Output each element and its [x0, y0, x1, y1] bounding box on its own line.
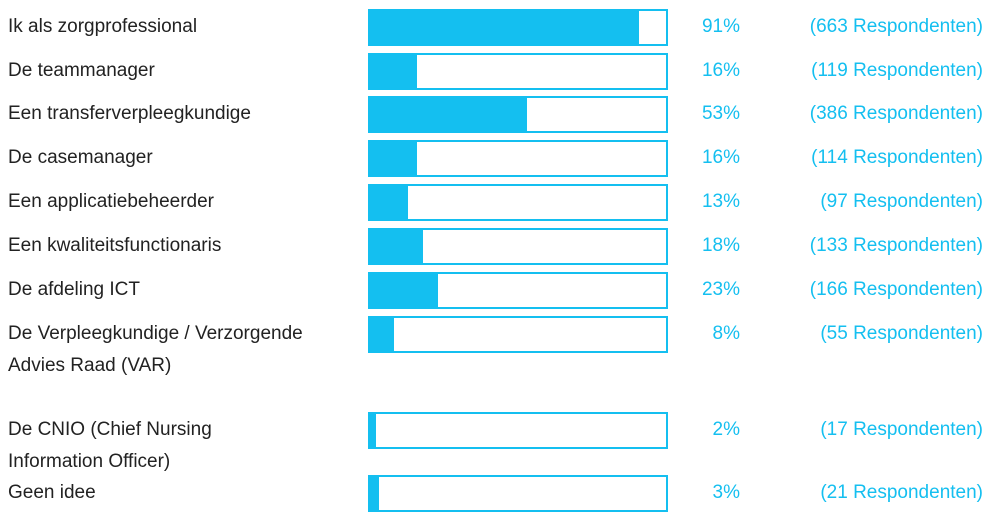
value-label: 23% — [701, 279, 740, 300]
bar-track — [368, 96, 668, 133]
bar — [370, 11, 640, 44]
value-label: 16% — [701, 60, 740, 81]
category-label: De CNIO (Chief Nursing Information Offic… — [8, 419, 212, 472]
value-label: 8% — [712, 323, 740, 344]
bar-track — [368, 140, 668, 177]
category-label: Ik als zorgprofessional — [8, 16, 198, 37]
respondent-count: (166 Respondenten) — [809, 279, 983, 300]
respondent-count: (17 Respondenten) — [820, 419, 983, 440]
respondent-count: (133 Respondenten) — [809, 235, 983, 256]
bar-track — [368, 9, 668, 46]
bar — [370, 230, 424, 263]
category-label: De afdeling ICT — [8, 279, 141, 300]
bar-track — [368, 228, 668, 265]
respondent-count: (21 Respondenten) — [820, 482, 983, 503]
category-label: Een applicatiebeheerder — [8, 191, 214, 212]
category-label: De Verpleegkundige / Verzorgende Advies … — [8, 323, 303, 376]
category-label: De teammanager — [8, 60, 155, 81]
value-label: 53% — [701, 103, 740, 124]
bar — [370, 318, 394, 351]
bar-track — [368, 475, 668, 512]
category-label: De casemanager — [8, 147, 153, 168]
category-label: Geen idee — [8, 482, 96, 503]
respondent-count: (119 Respondenten) — [811, 60, 983, 81]
bar — [370, 98, 527, 131]
value-label: 16% — [701, 147, 740, 168]
bar — [370, 186, 409, 219]
category-label: Een kwaliteitsfunctionaris — [8, 235, 222, 256]
bar — [370, 477, 379, 510]
bar-track — [368, 53, 668, 90]
bar-track — [368, 316, 668, 353]
bar — [370, 142, 418, 175]
bar — [370, 55, 418, 88]
value-label: 13% — [701, 191, 740, 212]
respondent-count: (97 Respondenten) — [820, 191, 983, 212]
bar-track — [368, 272, 668, 309]
value-label: 18% — [701, 235, 740, 256]
respondent-count: (386 Respondenten) — [809, 103, 983, 124]
category-label: Een transferverpleegkundige — [8, 103, 251, 124]
value-label: 2% — [712, 419, 740, 440]
respondent-count: (114 Respondenten) — [811, 147, 983, 168]
value-label: 91% — [701, 16, 740, 37]
bar — [370, 414, 376, 447]
respondent-count: (663 Respondenten) — [809, 16, 983, 37]
respondent-count: (55 Respondenten) — [820, 323, 983, 344]
bar-track — [368, 412, 668, 449]
value-label: 3% — [712, 482, 740, 503]
bar — [370, 274, 439, 307]
bar-track — [368, 184, 668, 221]
